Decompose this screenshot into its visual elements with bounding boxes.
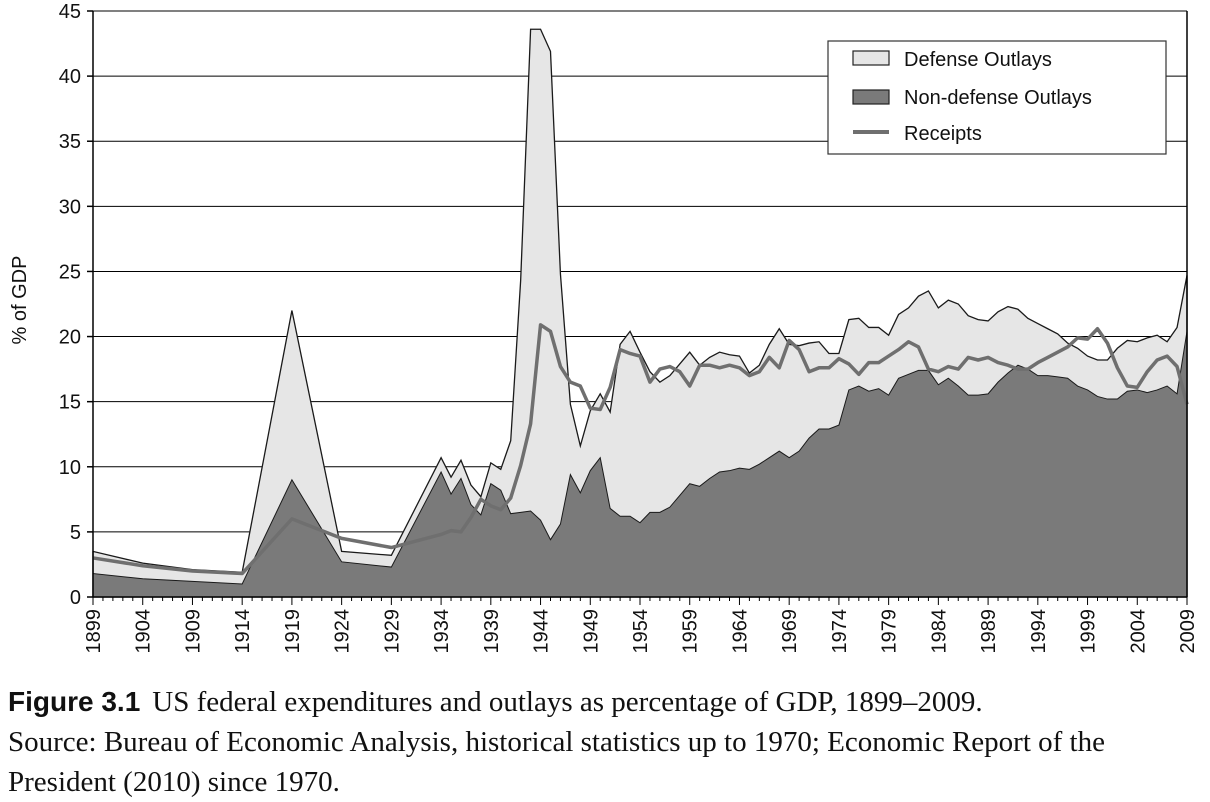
x-tick-label: 2004 [1127, 609, 1149, 654]
figure-title: US federal expenditures and outlays as p… [152, 686, 983, 718]
x-tick-label: 1924 [332, 609, 354, 654]
y-tick-labels: 0 5 10 15 20 25 30 35 40 45 [59, 1, 93, 609]
y-tick-label: 30 [59, 196, 81, 218]
y-tick-label: 0 [70, 587, 81, 609]
x-tick-label: 1899 [83, 609, 105, 654]
y-tick-label: 45 [59, 1, 81, 23]
y-tick-label: 10 [59, 457, 81, 479]
x-tick-label: 1964 [729, 609, 751, 654]
legend-label-receipts: Receipts [904, 123, 982, 145]
x-tick-label: 1979 [879, 609, 901, 654]
x-tick-label: 1969 [779, 609, 801, 654]
legend-label-non-defense: Non-defense Outlays [904, 87, 1092, 109]
x-tick-label: 2009 [1177, 609, 1199, 654]
x-tick-label: 1949 [580, 609, 602, 654]
x-tick-label: 1939 [481, 609, 503, 654]
x-tick-label: 1934 [431, 609, 453, 654]
x-tick-label: 1919 [282, 609, 304, 654]
x-tick-label: 1944 [531, 609, 553, 654]
x-tick-label: 1929 [381, 609, 403, 654]
x-tick-label: 1909 [182, 609, 204, 654]
x-tick-label: 1994 [1028, 609, 1050, 654]
y-tick-label: 5 [70, 522, 81, 544]
legend-label-defense: Defense Outlays [904, 49, 1052, 71]
figure-caption: Figure 3.1 US federal expenditures and ou… [8, 682, 1206, 802]
non-defense-outlays-area [92, 331, 1188, 598]
y-tick-label: 20 [59, 327, 81, 349]
x-tick-label: 1959 [680, 609, 702, 654]
x-tick-labels: 1899 1904 1909 1914 1919 1924 1929 1934 1939 1944… [83, 597, 1199, 654]
x-tick-label: 1989 [978, 609, 1000, 654]
x-tick-label: 1954 [630, 609, 652, 654]
figure-source: Source: Bureau of Economic Analysis, his… [8, 726, 1105, 798]
x-tick-label: 1974 [829, 609, 851, 654]
legend-swatch-non-defense [852, 89, 890, 105]
legend-swatch-defense [852, 50, 890, 66]
x-tick-label: 1999 [1078, 609, 1100, 654]
x-tick-label: 1984 [928, 609, 950, 654]
x-tick-label: 1904 [133, 609, 155, 654]
y-tick-label: 35 [59, 131, 81, 153]
y-tick-label: 15 [59, 392, 81, 414]
figure-label: Figure 3.1 [8, 686, 141, 717]
y-tick-label: 25 [59, 261, 81, 283]
receipts-line [92, 323, 1189, 576]
legend: Defense Outlays Non-defense Outlays Rece… [827, 40, 1167, 155]
y-axis-label: % of GDP [9, 256, 31, 345]
y-tick-label: 40 [59, 66, 81, 88]
x-tick-label: 1914 [232, 609, 254, 654]
